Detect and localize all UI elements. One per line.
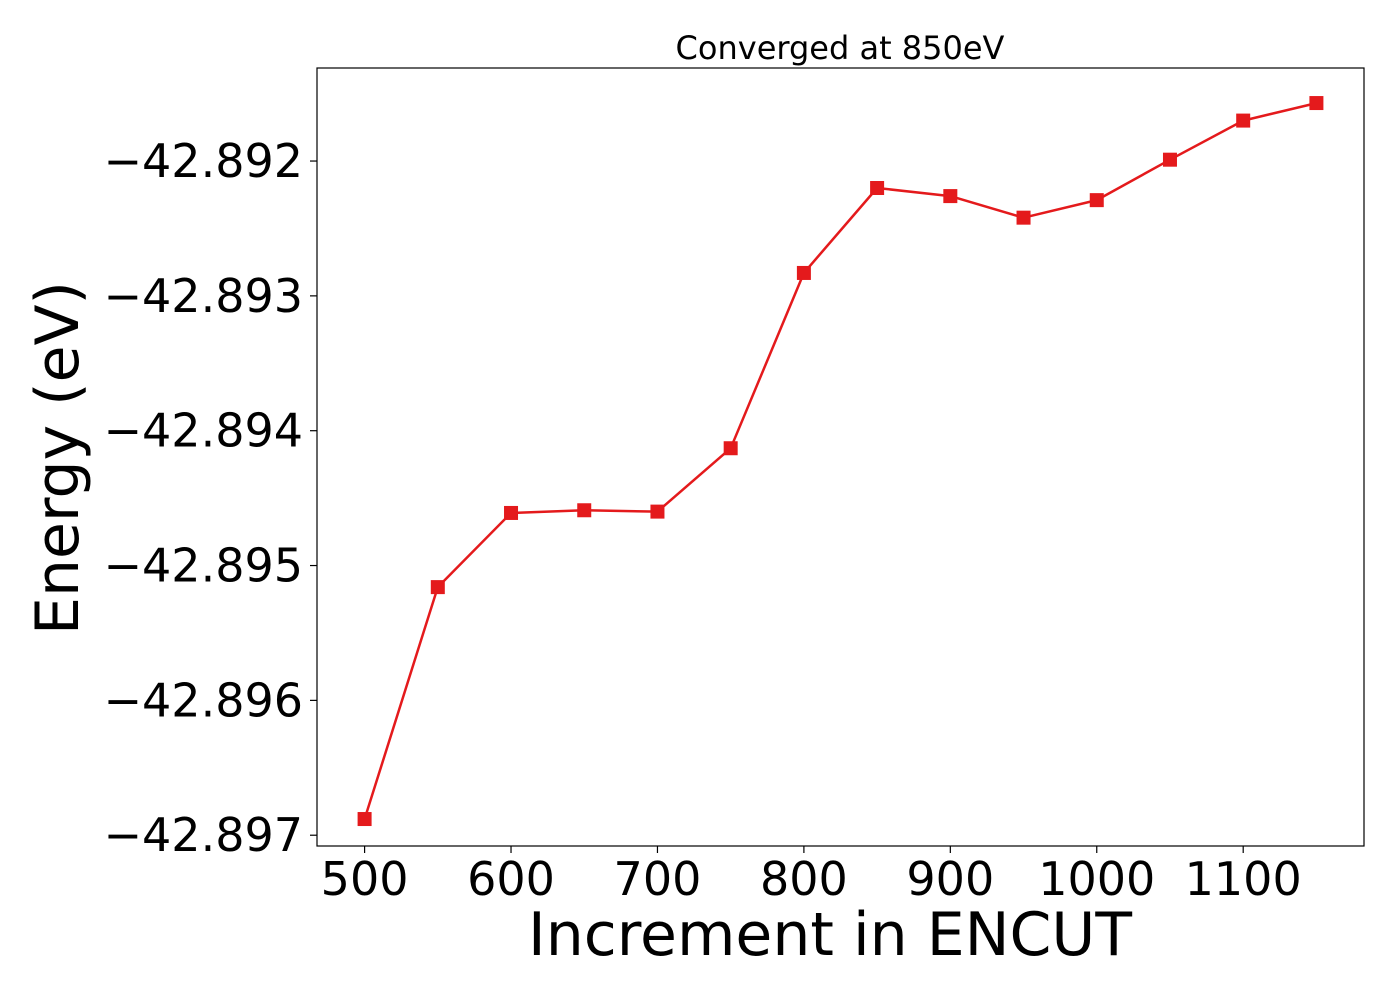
x-tick-label: 1100 xyxy=(1185,852,1302,906)
x-tick-label: 700 xyxy=(614,852,702,906)
series-layer xyxy=(357,96,1324,827)
y-tick-label: −42.894 xyxy=(104,404,304,458)
data-point-marker xyxy=(796,265,811,280)
data-point-marker xyxy=(1236,113,1251,128)
series-line xyxy=(363,101,1317,820)
chart-title: Converged at 850eV xyxy=(676,29,1005,67)
y-tick-label: −42.896 xyxy=(104,673,304,727)
y-tick-label: −42.897 xyxy=(104,808,304,862)
y-axis-label: Energy (eV) xyxy=(23,281,93,635)
y-tick-label: −42.893 xyxy=(104,269,304,323)
data-point-marker xyxy=(577,503,592,518)
x-tick-label: 800 xyxy=(760,852,848,906)
data-point-marker xyxy=(357,812,372,827)
y-tick-label: −42.892 xyxy=(104,134,304,188)
axis-ticks: 500 600 700 800 900 1000 1100 −42.897 −42.896 −42… xyxy=(104,134,1302,906)
data-point-marker xyxy=(430,580,445,595)
data-point-marker xyxy=(1162,152,1177,167)
x-tick-label: 1000 xyxy=(1038,852,1155,906)
data-point-marker xyxy=(650,504,665,519)
x-tick-label: 900 xyxy=(906,852,994,906)
plot-frame xyxy=(316,67,1365,847)
x-axis-label: Increment in ENCUT xyxy=(528,900,1132,970)
x-tick-label: 500 xyxy=(321,852,409,906)
data-point-marker xyxy=(1309,96,1324,111)
x-tick-label: 600 xyxy=(467,852,555,906)
data-point-marker xyxy=(870,181,885,196)
data-point-marker xyxy=(943,189,958,204)
data-point-marker xyxy=(1016,210,1031,225)
data-point-marker xyxy=(723,441,738,456)
data-point-marker xyxy=(1089,193,1104,208)
y-tick-label: −42.895 xyxy=(104,539,304,593)
plot-background xyxy=(317,68,1364,846)
data-point-marker xyxy=(504,505,519,520)
